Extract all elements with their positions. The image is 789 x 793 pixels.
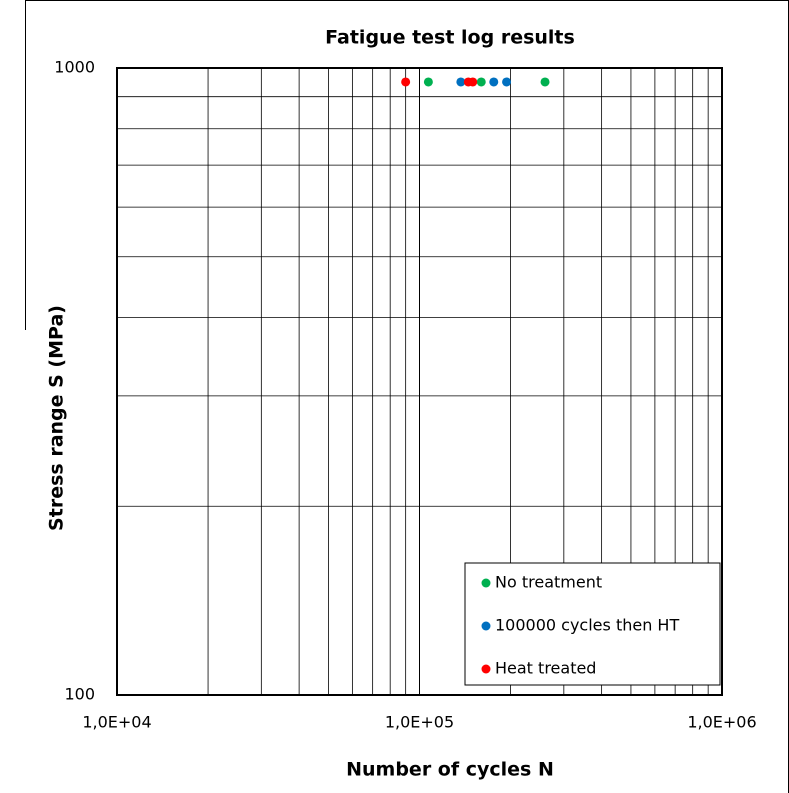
x-tick-label: 1,0E+04: [82, 713, 151, 732]
data-point: [401, 77, 411, 87]
chart-title: Fatigue test log results: [325, 27, 575, 49]
y-axis-label: Stress range S (MPa): [46, 305, 68, 531]
data-point: [502, 77, 512, 87]
legend-label: Heat treated: [495, 659, 596, 678]
data-point: [423, 77, 433, 87]
plot-border: [116, 67, 723, 696]
data-point: [456, 77, 466, 87]
y-tick-label: 100: [64, 685, 95, 704]
x-axis-label: Number of cycles N: [346, 759, 554, 781]
legend-label: No treatment: [495, 573, 602, 592]
legend-box: [464, 562, 721, 686]
data-point: [540, 77, 550, 87]
data-point: [489, 77, 499, 87]
legend-label: 100000 cycles then HT: [495, 616, 679, 635]
legend-marker: [481, 664, 491, 674]
x-tick-label: 1,0E+06: [687, 713, 756, 732]
data-point: [468, 77, 478, 87]
y-tick-label: 1000: [54, 58, 95, 77]
x-tick-label: 1,0E+05: [385, 713, 454, 732]
data-point: [476, 77, 486, 87]
legend-marker: [481, 621, 491, 631]
legend-marker: [481, 578, 491, 588]
